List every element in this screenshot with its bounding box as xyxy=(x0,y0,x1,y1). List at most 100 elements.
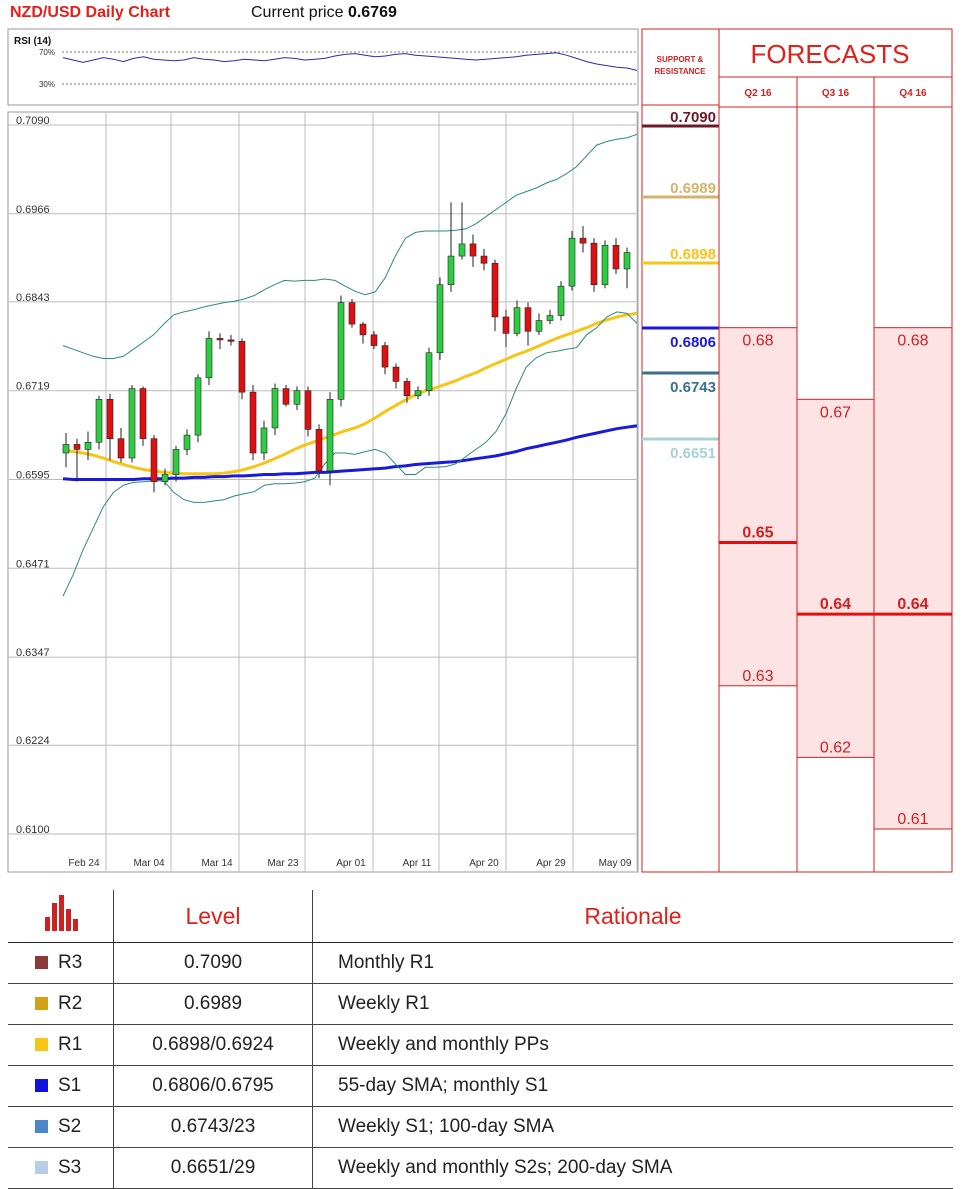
candle-body xyxy=(326,399,334,472)
candle-body xyxy=(359,323,367,336)
candle-body xyxy=(535,320,543,332)
series-line-3 xyxy=(62,311,638,597)
y-tick-label: 0.6966 xyxy=(16,204,50,216)
indicator-lines xyxy=(62,133,638,597)
forecast-mid: 0.65 xyxy=(742,525,773,542)
bars-icon-cell xyxy=(8,890,114,943)
candle-body xyxy=(436,284,444,354)
series-line-0 xyxy=(62,311,638,476)
sr-value-s1: 0.6806 xyxy=(670,334,716,351)
level-name-cell: S3 xyxy=(8,1147,114,1189)
levels-table: Level Rationale R3 0.7090 Monthly R1 R2 0.69… xyxy=(8,890,953,1189)
candle-body xyxy=(414,390,422,397)
level-rationale: Monthly R1 xyxy=(312,942,953,984)
candle-body xyxy=(480,255,488,264)
sr-value-s3: 0.6651 xyxy=(670,445,716,462)
forecast-quarter-label: Q2 16 xyxy=(744,88,772,99)
sr-value-s2: 0.6743 xyxy=(670,379,716,396)
y-tick-label: 0.6843 xyxy=(16,292,50,304)
forecasts-panel: FORECASTS Q2 16 0.68 0.65 0.63 Q3 16 0.67 0.64… xyxy=(718,28,953,873)
y-tick-label: 0.7090 xyxy=(16,115,50,127)
levels-table-row: R1 0.6898/0.6924 Weekly and monthly PPs xyxy=(8,1024,953,1066)
candle-body xyxy=(172,449,180,475)
forecasts-title: FORECASTS xyxy=(751,39,910,69)
level-value: 0.6743/23 xyxy=(113,1106,313,1148)
level-rationale: Weekly and monthly PPs xyxy=(312,1024,953,1066)
candle-body xyxy=(315,429,323,472)
sr-value-r3: 0.7090 xyxy=(670,109,716,126)
level-value: 0.6898/0.6924 xyxy=(113,1024,313,1066)
candle-body xyxy=(381,345,389,368)
candle-body xyxy=(106,399,114,439)
level-name: S1 xyxy=(58,1074,82,1096)
candle-body xyxy=(95,399,103,443)
candle-body xyxy=(392,366,400,382)
series-line-1 xyxy=(62,424,638,481)
level-name-cell: S2 xyxy=(8,1106,114,1148)
candle-body xyxy=(139,388,147,439)
candle-body xyxy=(150,438,158,482)
rsi-label: RSI (14) xyxy=(14,36,51,47)
y-tick-label: 0.6100 xyxy=(16,824,50,836)
candle-body xyxy=(161,474,169,482)
candle-body xyxy=(590,242,598,286)
candle-body xyxy=(579,237,587,244)
candle-body xyxy=(568,237,576,287)
level-value: 0.6806/0.6795 xyxy=(113,1065,313,1107)
chart-title: NZD/USD Daily Chart xyxy=(10,4,171,21)
y-tick-label: 0.6595 xyxy=(16,470,50,482)
level-rationale: Weekly R1 xyxy=(312,983,953,1025)
candle-body xyxy=(557,285,565,316)
candle-body xyxy=(117,438,125,459)
levels-table-row: S3 0.6651/29 Weekly and monthly S2s; 200-d… xyxy=(8,1147,953,1189)
y-tick-label: 0.6719 xyxy=(16,381,50,393)
candle-body xyxy=(260,427,268,454)
candle-body xyxy=(227,339,235,342)
x-tick-label: Mar 04 xyxy=(133,858,165,869)
sr-value-r1: 0.6898 xyxy=(670,246,716,263)
candle-body xyxy=(84,441,92,450)
candle-body xyxy=(469,243,477,257)
level-color-swatch xyxy=(35,1038,48,1052)
level-name-cell: S1 xyxy=(8,1065,114,1107)
x-tick-label: Apr 01 xyxy=(336,858,366,869)
candle-body xyxy=(524,307,532,332)
level-name: S2 xyxy=(58,1115,82,1137)
level-value: 0.6989 xyxy=(113,983,313,1025)
sr-title-line1: SUPPORT & xyxy=(657,55,704,64)
price-panel: 0.7090 0.6966 0.6843 0.6719 0.6595 0.6471 0.63… xyxy=(7,111,639,873)
candle-body xyxy=(370,334,378,346)
candle-body xyxy=(623,252,631,270)
forecast-mid: 0.64 xyxy=(820,596,851,613)
level-name: R3 xyxy=(58,951,83,973)
forecast-range-box xyxy=(873,327,953,830)
level-value: 0.7090 xyxy=(113,942,313,984)
forecast-high: 0.68 xyxy=(742,333,773,350)
x-tick-label: Apr 20 xyxy=(469,858,499,869)
level-name: R1 xyxy=(58,1033,83,1055)
candle-body xyxy=(348,302,356,325)
forecast-header-cell xyxy=(873,76,953,108)
level-rationale: 55-day SMA; monthly S1 xyxy=(312,1065,953,1107)
sr-value-r2: 0.6989 xyxy=(670,180,716,197)
forecast-quarter-label: Q3 16 xyxy=(822,88,850,99)
x-tick-label: Apr 29 xyxy=(536,858,566,869)
rsi-70-label: 70% xyxy=(39,48,55,57)
sr-column: SUPPORT & RESISTANCE 0.70900.69890.68980… xyxy=(641,28,720,873)
current-price: Current price 0.6769 xyxy=(251,4,397,22)
x-tick-label: Feb 24 xyxy=(68,858,100,869)
current-price-value: 0.6769 xyxy=(347,4,397,21)
levels-table-row: S2 0.6743/23 Weekly S1; 100-day SMA xyxy=(8,1106,953,1148)
candle-body xyxy=(403,381,411,397)
candle-body xyxy=(238,340,246,393)
candle-body xyxy=(513,307,521,334)
levels-table-row: R3 0.7090 Monthly R1 xyxy=(8,942,953,984)
level-rationale: Weekly and monthly S2s; 200-day SMA xyxy=(312,1147,953,1189)
candle-body xyxy=(282,388,290,405)
level-header: Level xyxy=(113,890,313,943)
forecast-range-box xyxy=(796,398,875,758)
level-name-cell: R2 xyxy=(8,983,114,1025)
candle-body xyxy=(447,255,455,286)
level-name-cell: R3 xyxy=(8,942,114,984)
forecast-low: 0.63 xyxy=(742,668,773,685)
